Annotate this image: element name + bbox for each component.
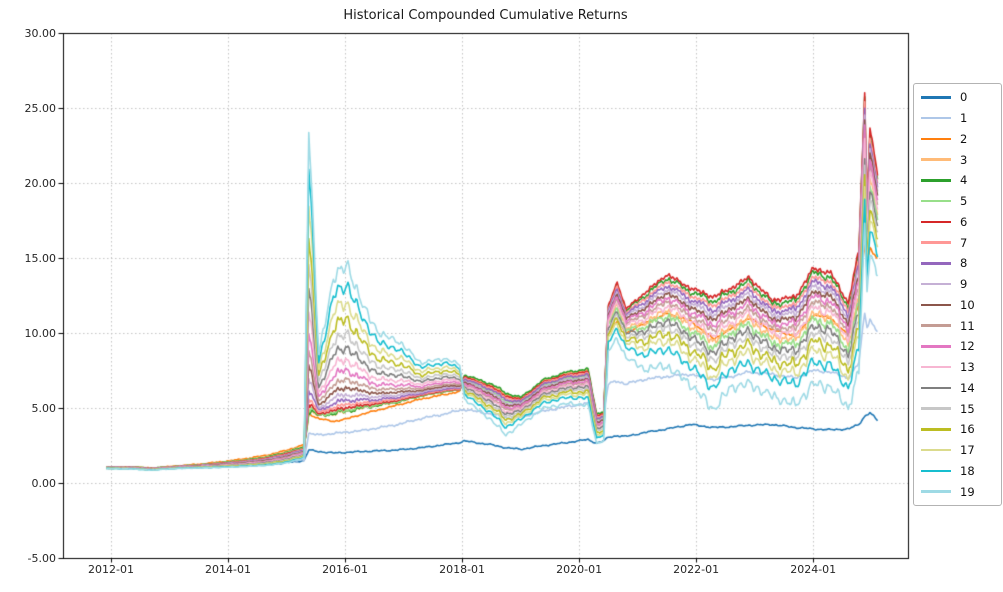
legend-label: 9 bbox=[960, 277, 968, 292]
y-tick-label: 0.00 bbox=[31, 476, 57, 490]
legend-entry-8: 8 bbox=[921, 254, 994, 273]
legend-entry-4: 4 bbox=[921, 171, 994, 190]
legend-entry-14: 14 bbox=[921, 378, 994, 397]
legend-label: 4 bbox=[960, 173, 968, 188]
legend-entry-5: 5 bbox=[921, 192, 994, 211]
chart-title: Historical Compounded Cumulative Returns bbox=[343, 8, 628, 23]
legend-entry-13: 13 bbox=[921, 358, 994, 377]
legend-swatch-line bbox=[921, 241, 951, 244]
legend-swatch-line bbox=[921, 199, 951, 203]
legend-entry-16: 16 bbox=[921, 420, 994, 439]
legend-label: 1 bbox=[960, 111, 968, 126]
legend-swatch-line bbox=[921, 345, 951, 348]
legend-label: 12 bbox=[960, 339, 975, 354]
legend-entry-9: 9 bbox=[921, 275, 994, 294]
legend-label: 0 bbox=[960, 90, 968, 105]
legend-entry-19: 19 bbox=[921, 482, 994, 501]
legend-swatch-line bbox=[921, 448, 951, 452]
legend-label: 6 bbox=[960, 214, 968, 229]
legend-label: 14 bbox=[960, 380, 975, 395]
legend: 0 1 2 3 4 5 6 7 8 9 10 11 12 13 14 15 16 17 18 19 bbox=[913, 83, 1002, 506]
legend-entry-0: 0 bbox=[921, 88, 994, 107]
legend-entry-12: 12 bbox=[921, 337, 994, 356]
legend-swatch-line bbox=[921, 96, 951, 99]
legend-entry-11: 11 bbox=[921, 316, 994, 335]
x-tick-label: 2014-01 bbox=[205, 563, 251, 576]
legend-swatch-line bbox=[921, 158, 951, 161]
x-tick-label: 2016-01 bbox=[322, 563, 369, 576]
legend-entry-2: 2 bbox=[921, 129, 994, 148]
legend-label: 7 bbox=[960, 235, 968, 250]
legend-label: 18 bbox=[960, 463, 975, 478]
y-tick-label: -5.00 bbox=[27, 551, 56, 565]
legend-entry-15: 15 bbox=[921, 399, 994, 418]
legend-swatch-line bbox=[921, 116, 951, 120]
legend-entry-7: 7 bbox=[921, 233, 994, 252]
legend-swatch-line bbox=[921, 490, 951, 493]
y-tick-label: 20.00 bbox=[24, 176, 57, 190]
legend-entry-17: 17 bbox=[921, 441, 994, 460]
legend-label: 19 bbox=[960, 484, 975, 499]
legend-swatch-line bbox=[921, 428, 951, 431]
legend-swatch-line bbox=[921, 282, 951, 286]
legend-swatch-line bbox=[921, 365, 951, 369]
legend-label: 13 bbox=[960, 360, 975, 375]
legend-label: 16 bbox=[960, 422, 975, 437]
legend-swatch-line bbox=[921, 220, 951, 224]
legend-label: 8 bbox=[960, 256, 968, 271]
y-tick-label: 15.00 bbox=[24, 251, 57, 265]
legend-label: 10 bbox=[960, 297, 975, 312]
x-tick-label: 2024-01 bbox=[790, 563, 837, 576]
legend-entry-6: 6 bbox=[921, 212, 994, 231]
legend-swatch-line bbox=[921, 262, 951, 265]
legend-entry-10: 10 bbox=[921, 295, 994, 314]
y-tick-label: 5.00 bbox=[31, 401, 57, 415]
x-tick-label: 2018-01 bbox=[439, 563, 486, 576]
legend-swatch-line bbox=[921, 469, 951, 473]
legend-entry-3: 3 bbox=[921, 150, 994, 169]
x-tick-label: 2012-01 bbox=[88, 563, 134, 576]
legend-swatch-line bbox=[921, 303, 951, 307]
legend-swatch-line bbox=[921, 179, 951, 182]
legend-label: 2 bbox=[960, 131, 968, 146]
legend-entry-18: 18 bbox=[921, 461, 994, 480]
legend-swatch-line bbox=[921, 407, 951, 410]
legend-label: 3 bbox=[960, 152, 968, 167]
x-tick-label: 2022-01 bbox=[673, 563, 720, 576]
legend-entry-1: 1 bbox=[921, 109, 994, 128]
legend-label: 15 bbox=[960, 401, 975, 416]
x-tick-label: 2020-01 bbox=[556, 563, 603, 576]
legend-label: 5 bbox=[960, 194, 968, 209]
y-tick-label: 10.00 bbox=[24, 326, 57, 340]
y-tick-label: 25.00 bbox=[24, 101, 57, 115]
legend-label: 17 bbox=[960, 443, 975, 458]
y-tick-label: 30.00 bbox=[24, 26, 57, 40]
legend-swatch-line bbox=[921, 137, 951, 141]
legend-swatch-line bbox=[921, 324, 951, 327]
legend-label: 11 bbox=[960, 318, 975, 333]
legend-swatch-line bbox=[921, 386, 951, 390]
